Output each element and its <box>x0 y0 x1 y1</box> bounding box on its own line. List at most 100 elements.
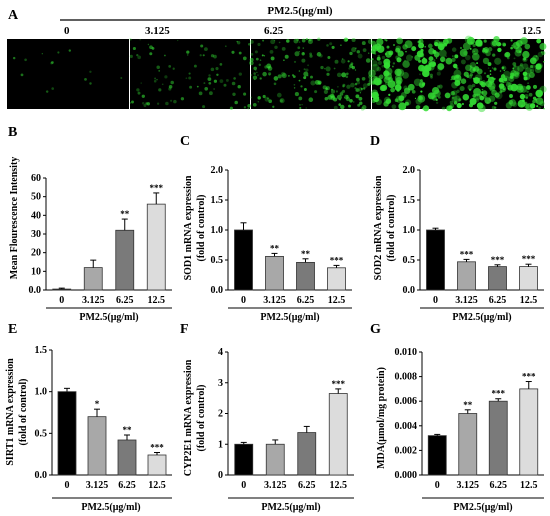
fluorescence-dot <box>394 74 402 82</box>
fluorescence-dot <box>512 62 517 66</box>
fluorescence-dot <box>293 87 296 89</box>
fluorescence-dot <box>519 38 522 41</box>
fluorescence-dot <box>170 80 174 85</box>
panel-g-ylabel: MDA(μmol/mg protein) <box>376 367 387 469</box>
fluorescence-dot <box>323 89 328 94</box>
fluorescence-dots-1 <box>129 38 251 110</box>
fluorescence-dot <box>385 39 388 42</box>
fluorescence-dot <box>173 99 177 104</box>
fluorescence-dot <box>202 105 206 109</box>
fluorescence-dot <box>368 69 376 78</box>
fluorescence-dot <box>273 76 279 81</box>
fluorescence-dot <box>421 58 428 64</box>
fluorescence-dot <box>398 95 405 102</box>
bar-1 <box>265 255 284 291</box>
fluorescence-dot <box>276 92 282 98</box>
chart-e-bars: ****** <box>57 387 167 476</box>
fluorescence-dot <box>255 57 259 61</box>
fluorescence-dot <box>451 47 457 52</box>
fluorescence-dot <box>505 82 512 88</box>
fluorescence-dot <box>451 96 455 99</box>
fluorescence-dot <box>468 88 472 92</box>
fluorescence-dot <box>362 87 366 90</box>
fluorescence-dots-2 <box>249 37 373 111</box>
fluorescence-dot <box>493 77 496 81</box>
panel-c-ylabel: SOD1 mRNA expression <box>183 175 194 280</box>
fluorescence-dot <box>433 89 441 98</box>
fluorescence-dot <box>164 54 166 57</box>
significance-1: ** <box>463 400 473 410</box>
fluorescence-dot <box>158 88 162 92</box>
fluorescence-dot <box>281 73 287 79</box>
fluorescence-dot <box>303 76 307 80</box>
bar-0 <box>57 391 77 476</box>
y-tick-label: 0.5 <box>403 255 416 266</box>
fluorescence-dot <box>274 45 278 50</box>
fluorescence-dot <box>532 54 539 62</box>
fluorescence-dot <box>185 77 188 80</box>
fluorescence-dot <box>51 61 54 64</box>
fluorescence-dot <box>314 90 318 94</box>
fluorescence-dot <box>391 104 397 110</box>
chart-d-yticks: 0.0 0.5 1.0 1.5 2.0 <box>403 165 420 296</box>
fluorescence-dot <box>451 96 458 103</box>
panel-d-xlabel: PM2.5(μg/ml) <box>452 312 511 323</box>
fluorescence-dot <box>336 94 342 100</box>
fluorescence-dot <box>501 65 507 71</box>
fluorescence-dot <box>329 42 333 46</box>
fluorescence-dot <box>89 70 92 73</box>
fluorescence-dot <box>472 43 476 48</box>
y-tick-label: 0.006 <box>395 396 418 407</box>
fluorescence-dot <box>471 52 480 61</box>
category-label-1: 3.125 <box>86 480 109 491</box>
panel-b-letter: B <box>8 125 17 140</box>
fluorescence-dot <box>161 83 164 86</box>
panel-d-ylabel: SOD2 mRNA expression <box>373 175 384 280</box>
fluorescence-dot <box>491 40 498 47</box>
fluorescence-dot <box>12 56 16 60</box>
fluorescence-dot <box>388 93 391 96</box>
fluorescence-dot <box>41 53 43 55</box>
significance-3: *** <box>150 443 164 453</box>
bar-0 <box>427 435 447 476</box>
fluorescence-dot <box>433 59 436 62</box>
category-label-2: 6.25 <box>490 480 508 491</box>
fluorescence-dot <box>283 59 285 61</box>
bar-0 <box>426 229 445 291</box>
fluorescence-dot <box>345 72 349 76</box>
fluorescence-dot <box>168 65 172 68</box>
fluorescence-dot <box>467 84 473 91</box>
fluorescence-dot <box>383 60 385 62</box>
micrograph-1 <box>130 39 250 109</box>
fluorescence-dot <box>326 72 330 76</box>
fluorescence-dot <box>349 64 354 69</box>
bar-1 <box>458 413 478 476</box>
y-tick-label: 30 <box>31 229 41 240</box>
fluorescence-dot <box>478 77 481 80</box>
fluorescence-dot <box>482 47 485 51</box>
fluorescence-dot <box>293 83 296 86</box>
micrograph-0 <box>7 39 129 109</box>
fluorescence-dot <box>459 48 468 57</box>
y-tick-label: 0.0 <box>403 285 416 296</box>
fluorescence-dot <box>500 74 506 79</box>
fluorescence-dot <box>252 102 257 107</box>
fluorescence-dot <box>278 41 281 44</box>
fluorescence-dot <box>411 56 413 58</box>
fluorescence-dot <box>523 57 527 61</box>
fluorescence-dot <box>233 77 236 80</box>
fluorescence-dot <box>516 83 523 91</box>
fluorescence-dot <box>149 52 153 56</box>
fluorescence-dot <box>530 64 536 69</box>
y-tick-label: 20 <box>31 248 41 259</box>
fluorescence-dot <box>345 75 349 78</box>
fluorescence-dot <box>535 97 544 105</box>
fluorescence-dot <box>153 79 157 83</box>
fluorescence-dot <box>359 92 362 94</box>
fluorescence-dot <box>360 87 363 90</box>
fluorescence-dot <box>310 80 316 86</box>
fluorescence-dot <box>208 81 212 85</box>
fluorescence-dot <box>513 57 516 60</box>
fluorescence-dot <box>303 71 309 77</box>
fluorescence-dot <box>210 67 215 72</box>
